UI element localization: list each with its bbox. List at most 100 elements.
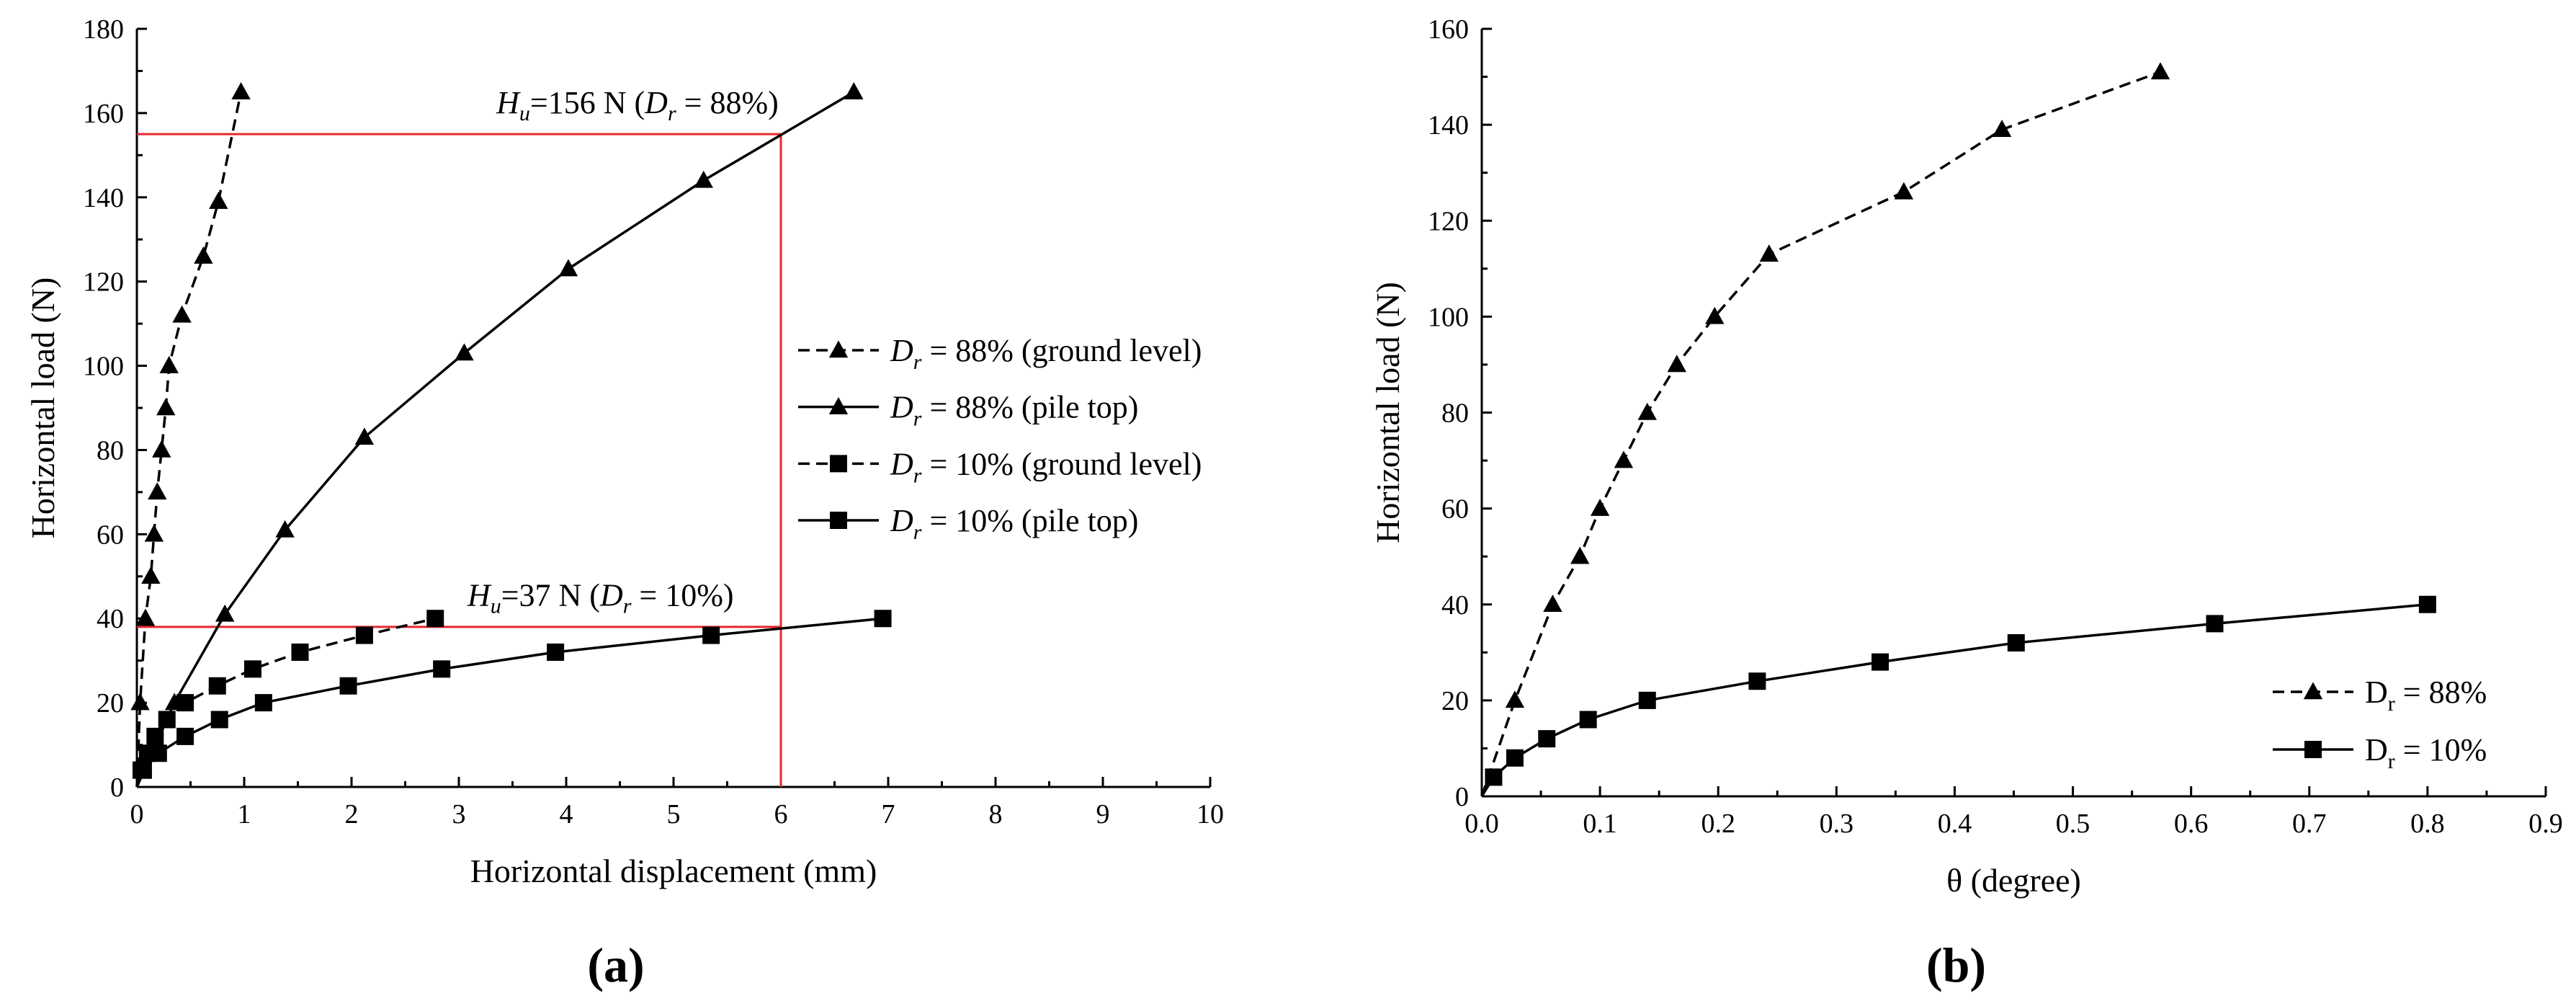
legend-label-main: D <box>890 446 913 481</box>
a-y-tick-label: 100 <box>83 352 124 382</box>
a-data-point <box>243 660 261 678</box>
b-data-point <box>1570 546 1590 564</box>
panel-a-chart: 0 1 2 3 4 5 6 7 8 9 10020406080100120140160180Hori… <box>24 14 1224 992</box>
a-y-tick-label: 20 <box>97 688 124 719</box>
b-x-tick-label: 0.6 <box>2174 809 2209 839</box>
a-legend-marker <box>830 512 847 529</box>
a-series-line <box>135 91 855 788</box>
a-data-point <box>158 711 176 729</box>
legend-label-rest: = 88% <box>2395 675 2487 710</box>
a-x-tick-label: 8 <box>989 799 1003 829</box>
b-data-point <box>1614 450 1634 468</box>
b-legend-label: Dr = 88% <box>2365 675 2487 716</box>
b-data-point <box>1485 768 1503 786</box>
a-x-tick-label: 1 <box>238 799 251 829</box>
b-x-tick-label: 0.8 <box>2410 809 2445 839</box>
annotation-tail: = 88%) <box>676 85 779 120</box>
legend-label-sub: r <box>2388 749 2395 773</box>
a-data-point <box>152 440 171 458</box>
legend-label-sub: r <box>913 463 922 487</box>
legend-label-rest: = 88% (ground level) <box>921 333 1202 368</box>
a-data-point <box>874 610 892 628</box>
a-x-tick-label: 10 <box>1197 799 1224 829</box>
a-data-point <box>355 626 373 644</box>
a-data-point <box>141 566 161 584</box>
a-x-tick-label: 2 <box>345 799 359 829</box>
a-data-point <box>144 524 164 542</box>
b-data-point <box>1538 730 1556 748</box>
a-legend-marker <box>828 340 849 358</box>
a-data-point <box>455 343 474 361</box>
a-data-point <box>194 246 213 264</box>
a-legend-marker <box>828 396 849 414</box>
b-data-point <box>1637 402 1657 420</box>
a-legend: Dr = 88% (ground level) Dr = 88% (pile to… <box>798 333 1202 544</box>
a-series-line <box>135 617 883 788</box>
annotation-dsub: r <box>668 102 676 125</box>
a-data-point <box>231 81 251 99</box>
b-data-point <box>1894 182 1914 200</box>
a-y-tick-label: 60 <box>97 520 124 550</box>
a-y-tick-label: 0 <box>110 773 124 803</box>
a-data-point <box>354 427 375 445</box>
annotation-sub: u <box>491 595 501 618</box>
b-x-tick-label: 0.4 <box>1938 809 1972 839</box>
b-data-point <box>1992 120 2012 138</box>
a-data-point <box>172 305 192 323</box>
b-x-tick-label: 0.9 <box>2528 809 2563 839</box>
annotation-dsub: r <box>623 595 632 618</box>
a-data-point <box>702 626 720 644</box>
a-data-point <box>134 761 152 779</box>
b-legend-marker <box>2303 682 2323 700</box>
b-y-tick-label: 80 <box>1441 399 1469 429</box>
annotation-h: H <box>496 85 521 120</box>
a-data-point <box>156 398 176 416</box>
a-data-point <box>146 727 164 745</box>
a-y-tick-label: 180 <box>83 14 124 45</box>
a-data-point <box>426 610 444 628</box>
a-y-tick-label: 120 <box>83 267 124 298</box>
b-data-point <box>1871 653 1889 671</box>
annotation-mid: =156 N ( <box>530 85 645 120</box>
b-y-tick-label: 20 <box>1441 686 1469 716</box>
a-x-axis-title: Horizontal displacement (mm) <box>470 853 877 889</box>
a-legend-label: Dr = 88% (pile top) <box>890 390 1138 431</box>
a-y-tick-label: 40 <box>97 604 124 634</box>
a-data-point <box>209 191 228 209</box>
legend-label-sub: r <box>913 407 922 431</box>
annotation-sub: u <box>519 102 530 125</box>
b-data-point <box>1759 244 1779 262</box>
legend-label-main: D <box>890 333 913 368</box>
legend-label-sub: r <box>913 520 922 544</box>
a-legend-marker <box>830 455 847 473</box>
a-y-axis-title: Horizontal load (N) <box>24 277 61 539</box>
b-data-point <box>2418 595 2436 613</box>
legend-label-rest: = 10% (ground level) <box>921 446 1202 481</box>
a-annotation: Hu=37 N (Dr = 10%) <box>467 578 734 618</box>
a-data-point <box>694 170 713 188</box>
a-data-point <box>135 608 156 626</box>
a-x-tick-label: 4 <box>560 799 573 829</box>
b-data-point <box>1748 672 1766 690</box>
a-x-tick-label: 6 <box>774 799 788 829</box>
a-data-point <box>176 727 194 745</box>
panel-b-chart: 0.0 0.1 0.2 0.3 0.4 0.5 0.6 0.7 0.8 0.9 0 20 40 60 80 1… <box>1369 14 2563 992</box>
b-x-axis-title: θ (degree) <box>1946 862 2081 899</box>
annotation-h: H <box>467 578 492 613</box>
a-data-point <box>159 355 179 373</box>
b-legend-label: Dr = 10% <box>2365 732 2487 773</box>
a-data-point <box>215 604 235 622</box>
a-data-point <box>433 660 451 678</box>
annotation-mid: =37 N ( <box>501 578 600 613</box>
b-panel-label: (b) <box>1926 938 1986 992</box>
legend-label-sub: r <box>2388 692 2395 716</box>
b-data-point <box>1506 749 1524 767</box>
b-data-point <box>1705 306 1725 324</box>
b-data-point <box>1590 498 1610 516</box>
a-y-tick-label: 140 <box>83 183 124 213</box>
a-x-tick-label: 0 <box>130 799 144 829</box>
b-data-point <box>1638 691 1656 709</box>
b-x-tick-label: 0.1 <box>1583 809 1617 839</box>
b-series-2 <box>1480 595 2436 797</box>
